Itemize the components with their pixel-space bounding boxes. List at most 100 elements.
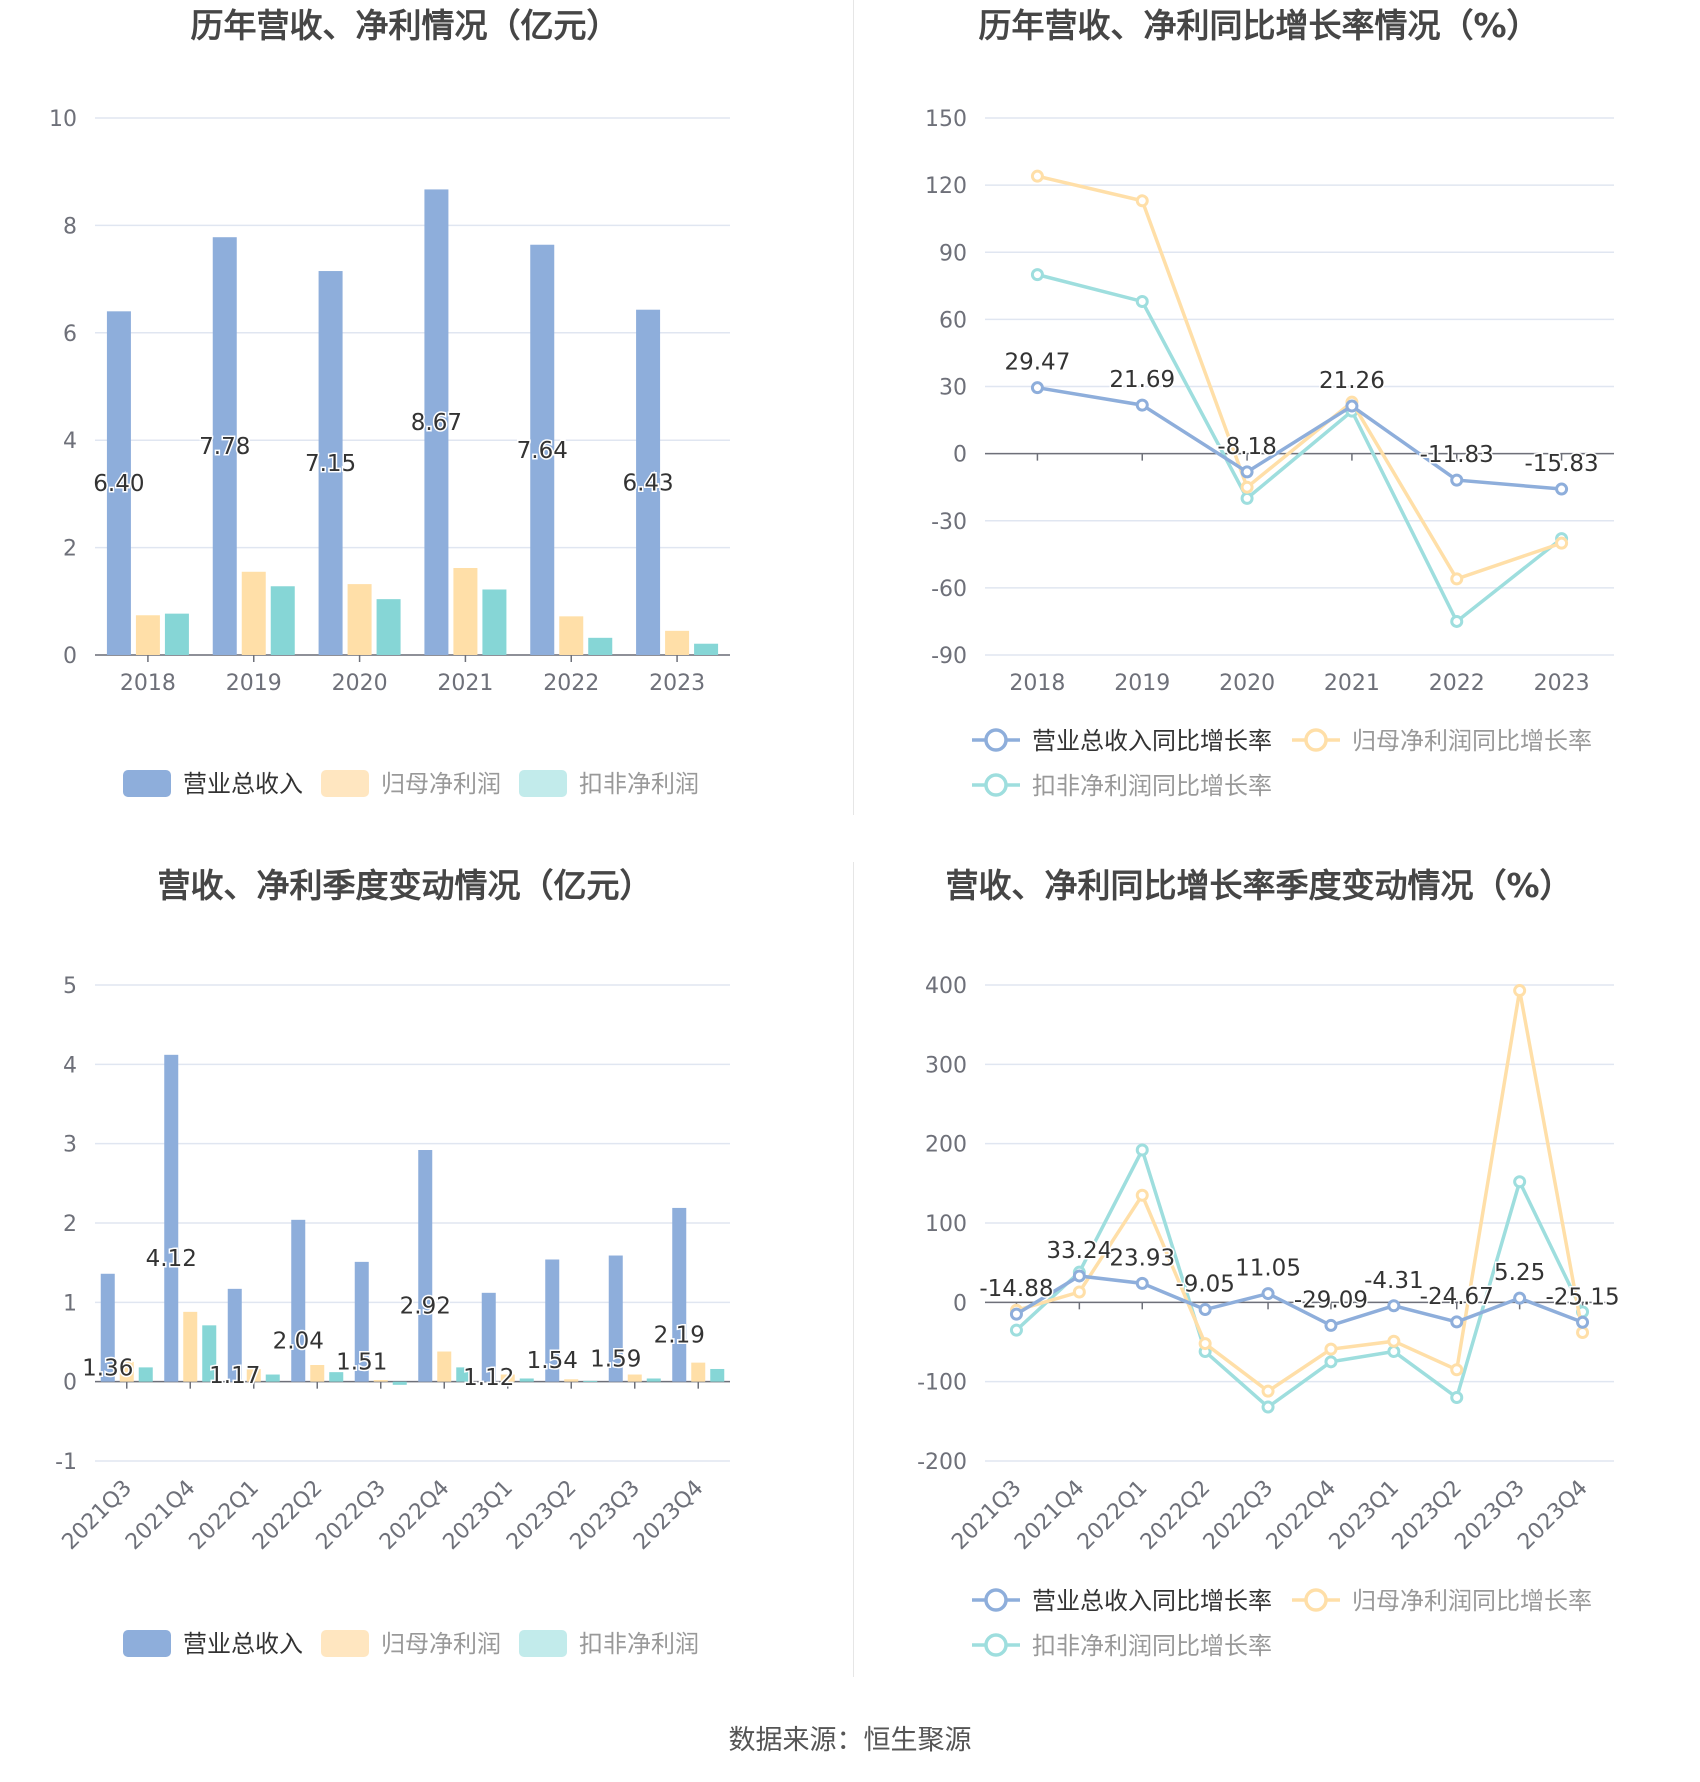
vertical-divider-bottom	[853, 862, 854, 1677]
line-point	[1135, 1188, 1149, 1202]
x-tick-label: 2023	[1534, 671, 1590, 696]
line-point	[1135, 294, 1149, 308]
x-tick-label: 2018	[120, 671, 176, 696]
y-tick-label: 300	[925, 1053, 967, 1078]
bar-deducted-profit	[456, 1367, 471, 1382]
line-point	[1072, 1269, 1086, 1283]
line-point	[1030, 169, 1044, 183]
bar-value-label: 8.67	[411, 410, 462, 436]
line-series-deducted-profit-growth	[1015, 1145, 1585, 1410]
y-tick-label: -60	[931, 577, 967, 602]
line-point	[1450, 572, 1464, 586]
line-value-label: -11.83	[1420, 442, 1494, 468]
bar-net-profit	[241, 571, 266, 655]
legend-label: 归母净利润同比增长率	[1352, 1587, 1592, 1615]
bar-revenue	[608, 1255, 623, 1382]
x-tick-label: 2021Q4	[121, 1476, 200, 1555]
bar-net-profit	[627, 1374, 642, 1382]
line-point	[1198, 1303, 1212, 1317]
line-point	[1240, 465, 1254, 479]
bar-revenue	[530, 244, 555, 655]
y-tick-label: 10	[49, 107, 77, 132]
bar-value-label: 1.51	[336, 1349, 387, 1375]
chart-title: 历年营收、净利情况（亿元）	[191, 6, 620, 45]
y-tick-label: 2	[63, 1212, 77, 1237]
line-series-revenue-growth	[1037, 385, 1562, 491]
bar-net-profit	[665, 630, 690, 655]
legend-swatch	[519, 1630, 567, 1657]
bar-deducted-profit	[694, 643, 719, 655]
bar-deducted-profit	[482, 589, 507, 655]
bar-revenue	[291, 1219, 306, 1382]
y-tick-label: 150	[925, 107, 967, 132]
line-series-deducted-profit-growth	[1036, 272, 1563, 625]
x-tick-label: 2023Q3	[566, 1476, 645, 1555]
x-tick-label: 2022	[543, 671, 599, 696]
y-tick-label: 100	[925, 1212, 967, 1237]
bar-revenue	[481, 1292, 496, 1382]
legend-label: 扣非净利润同比增长率	[1032, 1632, 1272, 1660]
chart-quarterly-revenue-profit: 营收、净利季度变动情况（亿元） -1 0 1 2 3 4 5 2021Q3 2021Q4 2022Q…	[0, 860, 853, 1680]
line-point	[1387, 1345, 1401, 1359]
line-value-label: -15.83	[1525, 451, 1599, 477]
bar-deducted-profit	[646, 1378, 661, 1382]
line-point	[1135, 398, 1149, 412]
y-tick-label: 4	[63, 429, 77, 454]
line-value-label: 21.69	[1109, 367, 1175, 393]
line-point	[1387, 1299, 1401, 1313]
line-point	[1450, 614, 1464, 628]
y-tick-label: -100	[917, 1371, 967, 1396]
legend-marker	[984, 773, 1008, 797]
legend-swatch	[321, 1630, 369, 1657]
line-point	[1261, 1287, 1275, 1301]
bar-deducted-profit	[519, 1378, 534, 1382]
bar-revenue	[100, 1273, 115, 1382]
bar-net-profit	[691, 1362, 706, 1382]
y-tick-label: 60	[939, 308, 967, 333]
line-value-label: -9.05	[1175, 1272, 1235, 1298]
annual-line-chart-svg: 历年营收、净利同比增长率情况（%） -90 -60 -30 0 30 60 90 120 150 2…	[925, 6, 1614, 800]
bar-net-profit	[500, 1374, 515, 1382]
y-tick-label: 0	[63, 1371, 77, 1396]
bar-revenue	[354, 1261, 369, 1382]
legend-marker	[984, 728, 1008, 752]
line-value-label: -4.31	[1364, 1268, 1424, 1294]
y-tick-label: 4	[63, 1053, 77, 1078]
bar-deducted-profit	[164, 613, 189, 655]
line-series-revenue-growth	[1015, 1274, 1584, 1328]
chart-title: 营收、净利同比增长率季度变动情况（%）	[945, 866, 1572, 905]
line-point	[1324, 1318, 1338, 1332]
legend-marker	[1304, 728, 1328, 752]
line-value-label: -24.67	[1420, 1284, 1494, 1310]
chart-quarterly-growth-rate: 营收、净利同比增长率季度变动情况（%） -200 -100 0 100 200 300 400…	[854, 860, 1700, 1680]
line-point	[1450, 473, 1464, 487]
y-tick-label: 0	[953, 443, 967, 468]
bar-deducted-profit	[392, 1381, 407, 1385]
x-tick-label: 2022Q3	[312, 1476, 391, 1555]
x-tick-label: 2021	[1324, 671, 1380, 696]
line-point	[1555, 536, 1569, 550]
x-tick-label: 2023Q1	[439, 1476, 518, 1555]
x-tick-label: 2018	[1009, 671, 1065, 696]
bar-value-label: 2.19	[654, 1322, 705, 1348]
legend-label: 归母净利润同比增长率	[1352, 727, 1592, 755]
x-tick-label: 2021	[437, 671, 493, 696]
line-value-label: -25.15	[1545, 1284, 1619, 1310]
bar-revenue	[636, 309, 661, 655]
line-value-label: 21.26	[1319, 368, 1385, 394]
quarterly-line-chart-svg: 营收、净利同比增长率季度变动情况（%） -200 -100 0 100 200 300 400…	[917, 866, 1621, 1660]
bar-value-label: 6.43	[622, 470, 673, 496]
legend-label: 归母净利润	[381, 1630, 501, 1658]
y-tick-label: 90	[939, 241, 967, 266]
bar-value-label: 1.36	[82, 1355, 133, 1381]
line-point	[1324, 1355, 1338, 1369]
bar-deducted-profit	[376, 599, 401, 655]
line-point	[1261, 1400, 1275, 1414]
bar-net-profit	[183, 1311, 198, 1382]
y-tick-label: 400	[925, 974, 967, 999]
bar-revenue	[164, 1054, 179, 1382]
bar-revenue	[418, 1150, 433, 1382]
x-tick-label: 2023	[649, 671, 705, 696]
bar-value-label: 4.12	[146, 1246, 197, 1272]
bar-revenue	[212, 237, 237, 656]
